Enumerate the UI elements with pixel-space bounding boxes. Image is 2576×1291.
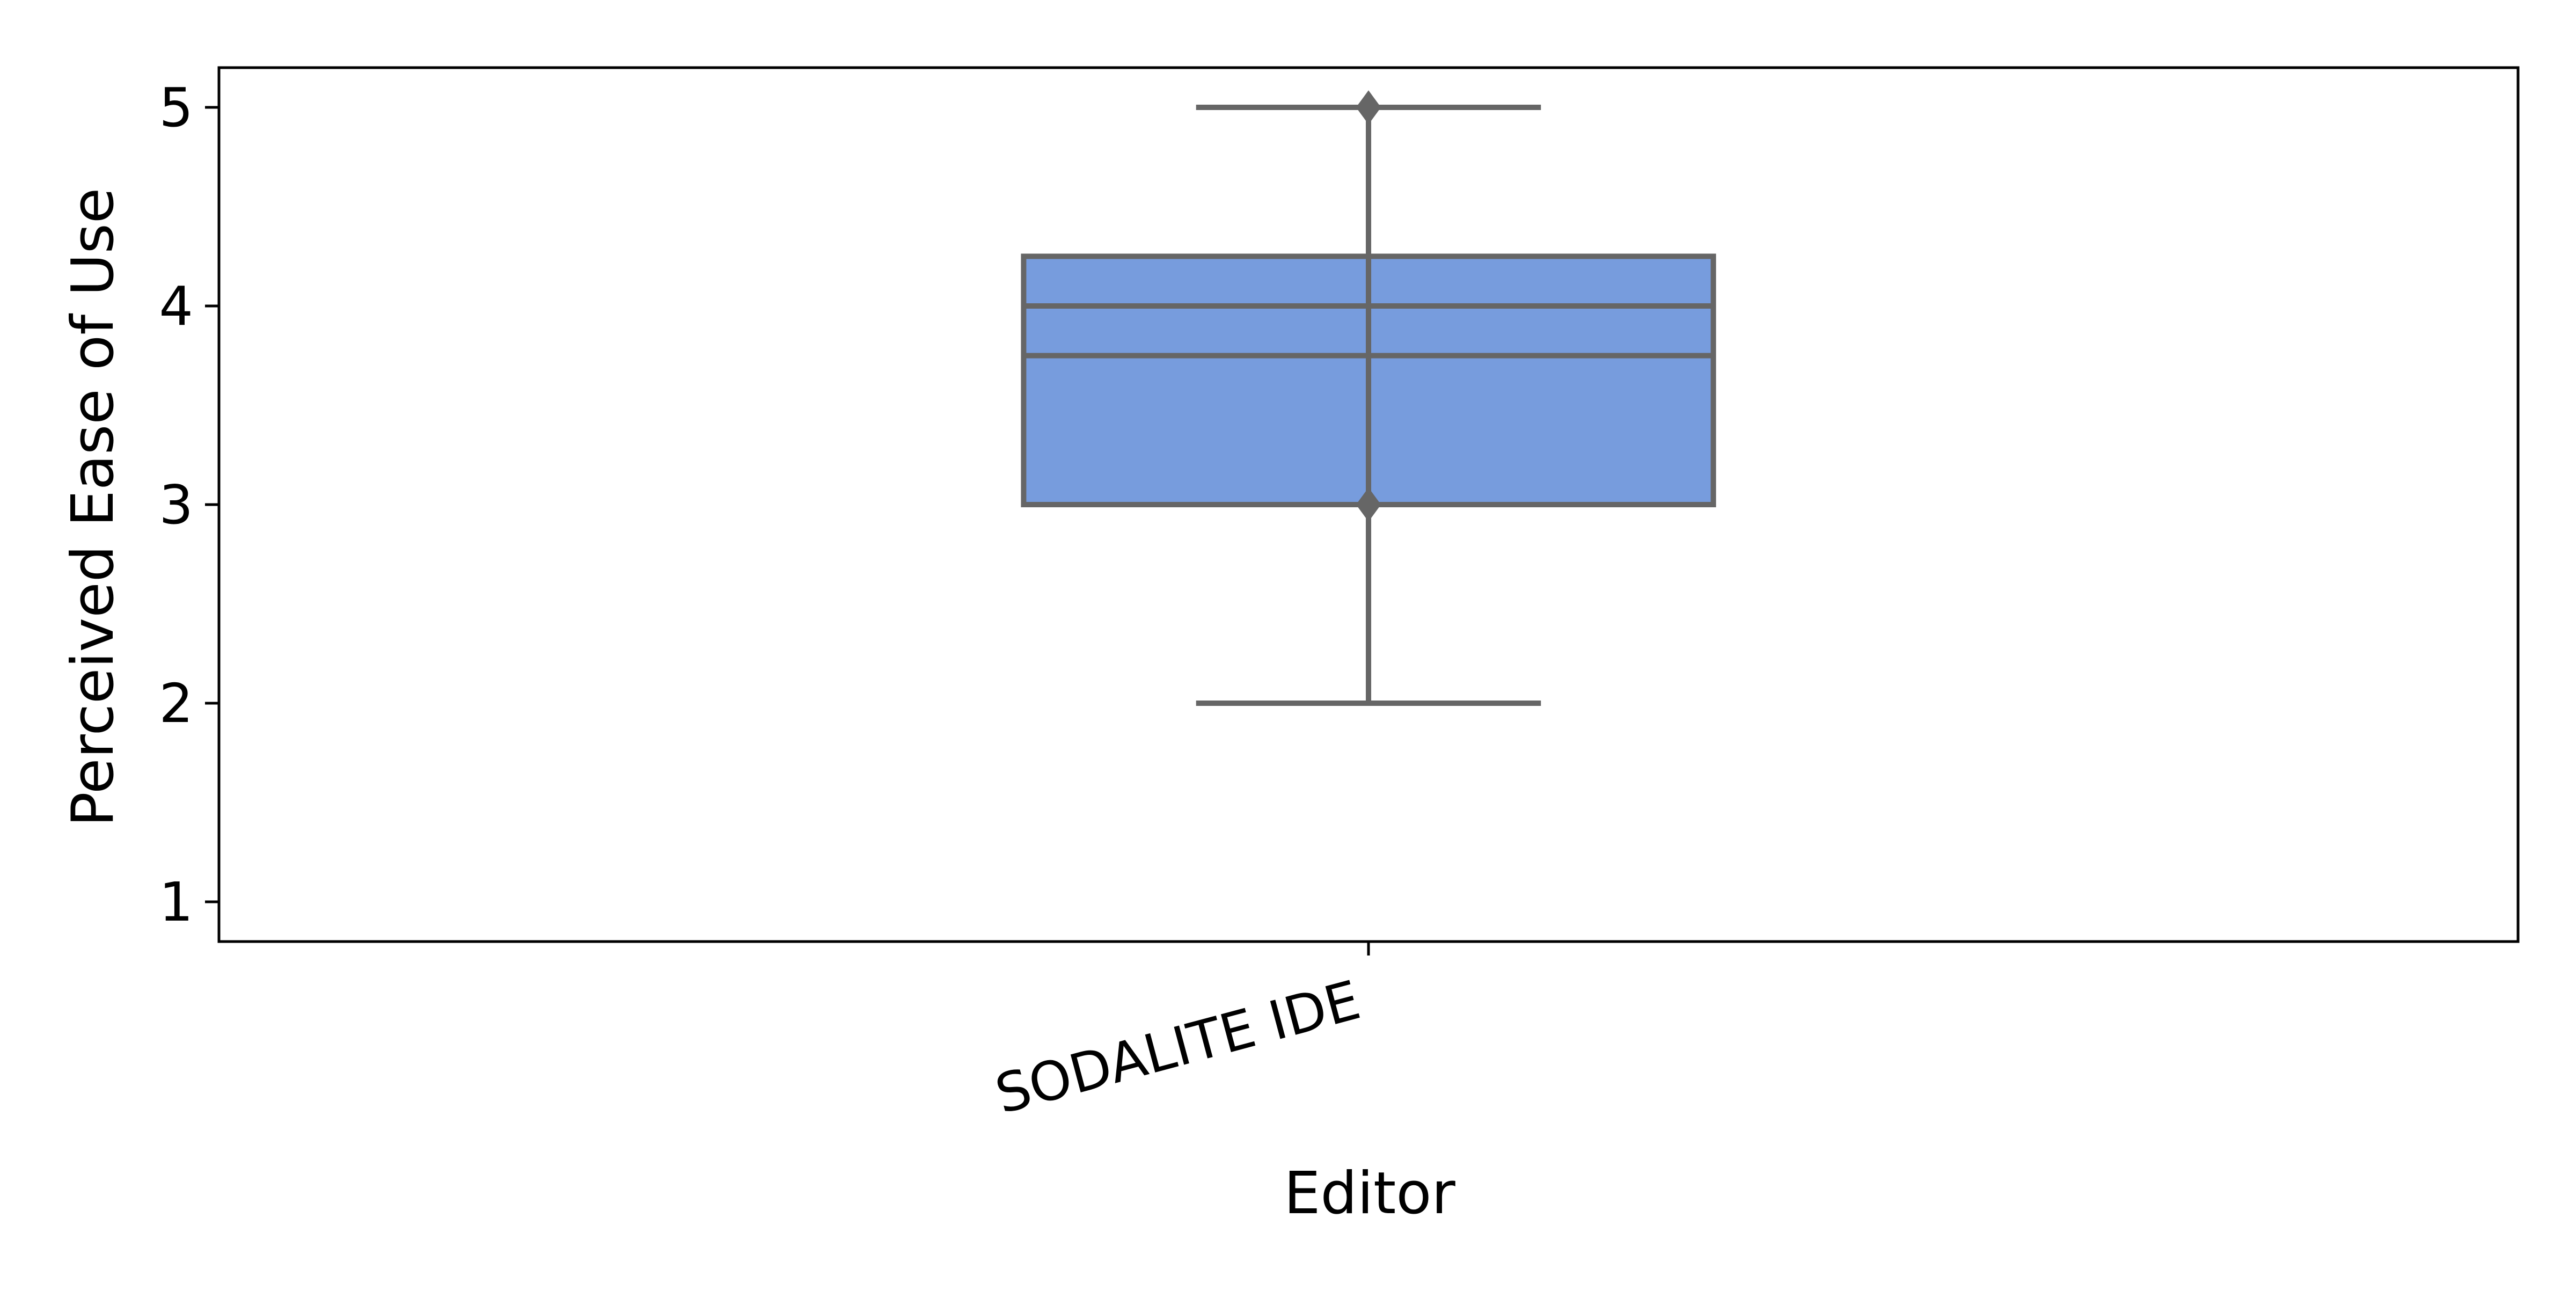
- outlier-point: [1356, 90, 1381, 125]
- x-tick-label: SODALITE IDE: [989, 968, 1366, 1126]
- y-tick-label: 4: [159, 275, 193, 338]
- plot-layer: 1 2 3 4 5 SODALITE IDE: [159, 66, 2520, 1126]
- y-axis-label: Perceived Ease of Use: [60, 188, 127, 827]
- y-tick-label: 2: [159, 672, 193, 735]
- y-tick-label: 1: [159, 871, 193, 933]
- outlier-point: [1356, 487, 1381, 522]
- y-tick-label: 5: [159, 76, 193, 139]
- x-axis-label: Editor: [1284, 1160, 1455, 1227]
- y-tick-label: 3: [159, 473, 193, 536]
